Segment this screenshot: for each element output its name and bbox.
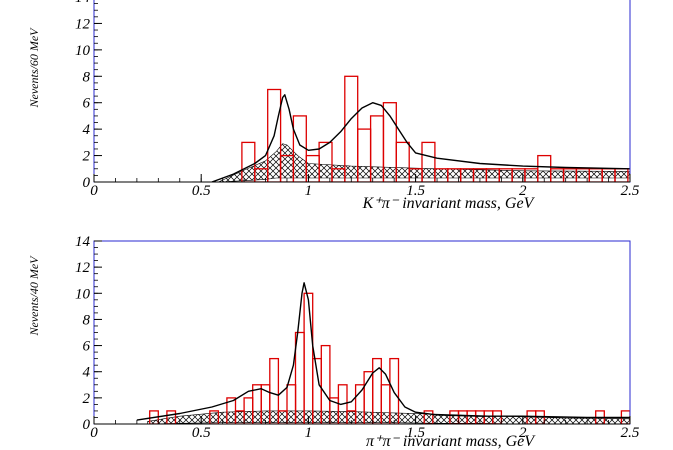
y-tick-label: 14 [75,234,91,250]
y-tick-label: 2 [83,391,91,407]
x-tick-label: 0.5 [192,183,211,199]
x-tick-label: 0.5 [192,425,211,441]
x-axis: 0 0.5 1 1.5 2 2.5 [90,416,640,441]
y-tick-label: 8 [83,312,91,328]
y-tick-label: 8 [83,69,91,85]
background-band-layer [218,143,630,182]
y-tick-label: 0 [83,417,91,433]
histogram-bin [303,292,314,424]
y-tick-label: 6 [83,339,91,355]
x-tick-label: 0 [90,425,98,441]
x-tick-label: 1 [305,183,313,199]
histogram-bin [294,331,305,424]
x-axis-title: K⁺π⁻ invariant mass, GeV [362,195,536,212]
fit-curve [136,282,630,421]
y-axis-title: Nevents/40 MeV [27,255,41,337]
x-tick-label: 2.5 [621,183,640,199]
x-tick-label: 2 [519,183,527,199]
y-tick-label: 4 [83,122,91,138]
plot-frame [93,0,631,183]
histogram-bin [320,344,331,424]
y-tick-label: 2 [83,149,91,165]
y-tick-label: 10 [75,43,91,59]
histogram-bin [389,357,400,424]
panel-top: 0 0.5 1 1.5 2 2.5 0 2 4 6 8 10 12 14 K⁺π⁻ invariant … [27,0,640,212]
fit-curve [211,94,630,182]
x-axis-title: π⁺π⁻ invariant mass, GeV [366,433,536,450]
x-axis: 0 0.5 1 1.5 2 2.5 [90,174,640,199]
x-tick-label: 1 [305,425,313,441]
panel-bottom: 0 0.5 1 1.5 2 2.5 0 2 4 6 8 10 12 14 π⁺π⁻ invariant … [27,234,640,450]
x-tick-label: 1.5 [406,183,425,199]
x-tick-label: 1.5 [406,425,425,441]
x-tick-label: 2.5 [621,425,640,441]
histogram-bin [267,88,282,182]
fit-curve-layer [136,282,630,421]
y-tick-label: 12 [75,16,91,32]
y-tick-label: 6 [83,96,91,112]
histogram-bin [269,357,280,424]
x-tick-label: 2 [519,425,527,441]
y-axis-title: Nevents/60 MeV [27,27,41,109]
x-tick-label: 0 [90,183,98,199]
y-tick-label: 10 [75,286,91,302]
y-tick-label: 12 [75,260,91,276]
y-axis: 0 2 4 6 8 10 12 14 [75,234,102,433]
fit-curve-layer [211,94,630,182]
plot-frame [93,240,631,425]
y-tick-label: 4 [83,365,91,381]
background-band [218,143,630,182]
y-tick-label: 0 [83,175,91,191]
y-axis: 0 2 4 6 8 10 12 14 [75,0,102,191]
y-tick-label: 14 [75,0,91,6]
